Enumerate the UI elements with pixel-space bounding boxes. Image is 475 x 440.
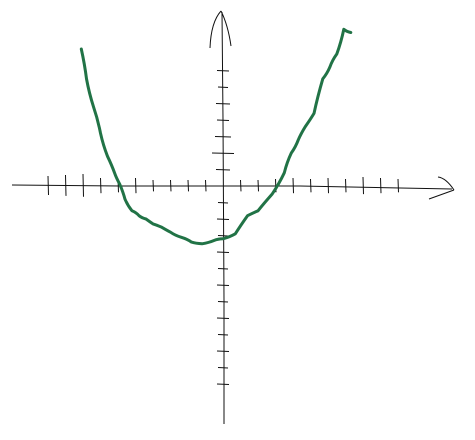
axes (11, 10, 455, 424)
y-tick--1 (217, 202, 229, 204)
x-tick--3 (170, 179, 172, 192)
x-tick--2 (187, 179, 189, 192)
plot-area (79, 27, 353, 246)
y-tick-5 (215, 103, 231, 105)
x-tick-6 (327, 177, 329, 194)
x-tick-7 (345, 178, 347, 193)
y-tick--9 (217, 334, 229, 336)
y-tick--8 (216, 317, 230, 319)
x-tick-10 (397, 178, 399, 193)
y-tick--10 (216, 350, 230, 352)
x-tick--4 (152, 179, 154, 192)
x-axis-line (11, 184, 453, 190)
series-line-0 (79, 27, 353, 246)
x-tick-2 (257, 179, 259, 192)
y-tick--4 (216, 251, 230, 253)
y-tick--6 (216, 284, 230, 286)
x-tick--1 (205, 179, 207, 192)
x-tick--9 (65, 174, 67, 196)
x-tick-5 (310, 178, 312, 193)
x-tick--8 (82, 173, 84, 197)
x-tick--7 (100, 177, 102, 194)
y-tick-2 (211, 152, 235, 154)
y-tick-7 (216, 70, 230, 72)
y-tick-6 (217, 86, 229, 88)
y-axis-line (221, 11, 225, 424)
y-tick--3 (217, 235, 229, 237)
y-tick-4 (216, 119, 230, 121)
x-tick-9 (380, 177, 382, 194)
y-tick--7 (217, 301, 229, 303)
x-tick-4 (292, 177, 294, 194)
x-tick--5 (135, 177, 137, 194)
y-axis-arrowhead (209, 10, 232, 49)
x-tick-1 (240, 179, 242, 192)
y-tick--11 (217, 367, 229, 369)
y-tick--2 (216, 218, 230, 220)
y-tick-1 (215, 169, 231, 171)
y-tick--12 (216, 383, 230, 385)
y-tick--5 (217, 268, 229, 270)
y-tick-3 (214, 136, 232, 138)
x-tick--10 (47, 175, 49, 196)
x-axis-arrowhead (428, 176, 455, 200)
x-tick-8 (362, 176, 364, 195)
